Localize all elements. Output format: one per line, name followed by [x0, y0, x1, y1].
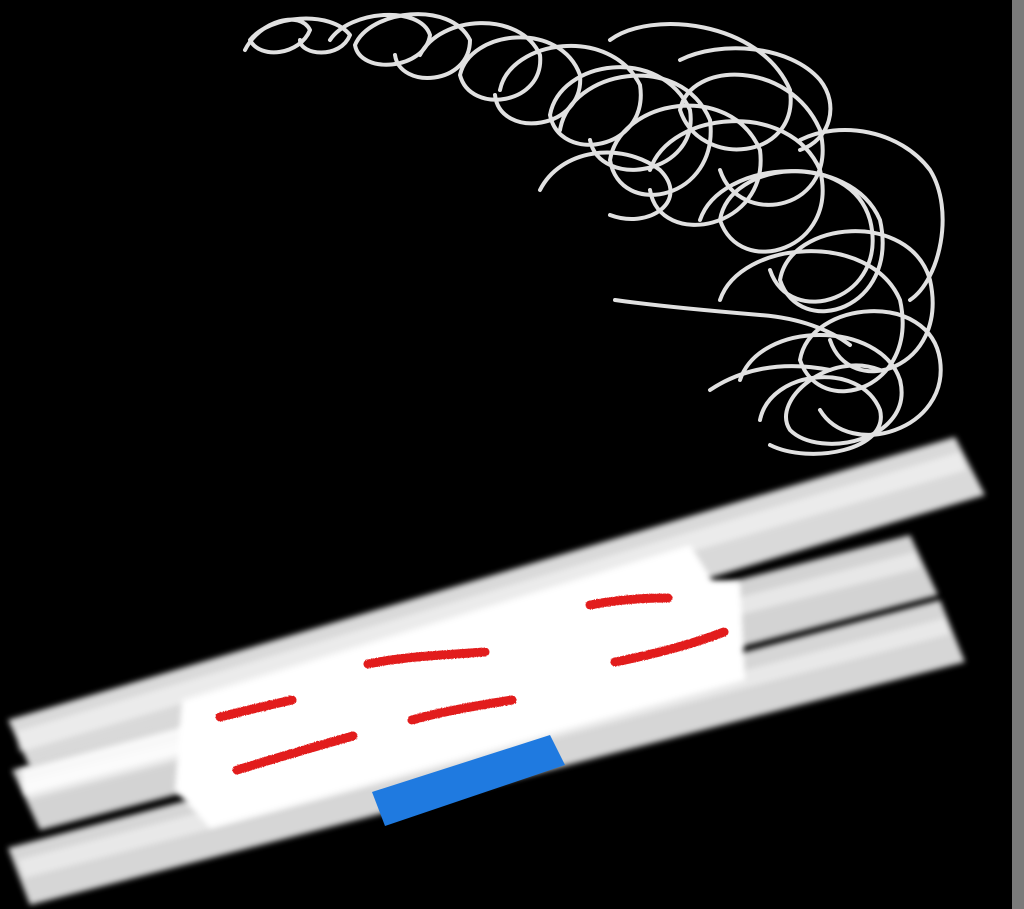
smoke-line-11 — [758, 375, 883, 456]
red-strokes — [215, 593, 729, 775]
canvas-right-edge — [1012, 0, 1024, 909]
smoke-line-15 — [798, 128, 945, 302]
smoke-line-4 — [498, 43, 693, 172]
smoke-line-7 — [648, 119, 875, 304]
smoke-line-5 — [558, 73, 763, 227]
smoke-line-13 — [708, 364, 832, 392]
smoke-line-1 — [243, 16, 352, 55]
blue-filter — [372, 735, 565, 826]
smoke-line-9 — [718, 249, 943, 437]
smoke-line-8 — [698, 169, 935, 374]
red-stroke-2 — [363, 647, 490, 669]
red-stroke-3 — [610, 627, 729, 667]
smoke-line-2 — [328, 12, 472, 80]
tube-left-highlight — [20, 722, 205, 795]
paper-sheet — [175, 545, 745, 828]
smoke-line-16 — [678, 46, 833, 152]
red-stroke-4 — [215, 695, 297, 722]
red-stroke-6 — [232, 731, 358, 775]
smoke-line-14 — [538, 150, 673, 221]
smoke-scribble — [243, 12, 945, 456]
smoke-line-3 — [418, 21, 583, 126]
smoke-line-12 — [613, 298, 852, 347]
smoke-line-6 — [608, 22, 825, 207]
red-stroke-1 — [585, 593, 673, 610]
red-stroke-5 — [407, 695, 517, 725]
